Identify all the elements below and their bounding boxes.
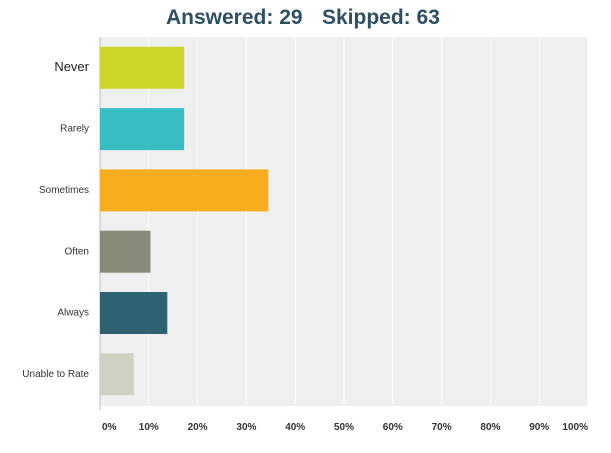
bar bbox=[100, 353, 134, 396]
bar bbox=[100, 46, 185, 89]
bar bbox=[100, 108, 185, 151]
category-label: Sometimes bbox=[39, 185, 89, 196]
bar bbox=[100, 230, 151, 273]
grid-layer bbox=[99, 37, 589, 410]
skipped-count: Skipped: 63 bbox=[322, 6, 440, 30]
x-tick-label: 100% bbox=[562, 422, 588, 433]
answered-label: Answered: bbox=[166, 6, 274, 29]
answered-value: 29 bbox=[279, 6, 303, 29]
category-label: Often bbox=[65, 246, 89, 257]
x-tick-label: 10% bbox=[139, 422, 159, 433]
bar bbox=[100, 169, 269, 212]
category-label: Always bbox=[57, 308, 89, 319]
tick-label-layer: 0% 10% 20% 30% 40% 50% 60% 70% 80% 90% 100% bbox=[102, 422, 588, 433]
x-tick-label: 0% bbox=[102, 422, 117, 433]
bar-layer bbox=[100, 46, 269, 396]
skipped-label: Skipped: bbox=[322, 6, 411, 29]
x-tick-label: 90% bbox=[529, 422, 549, 433]
category-label: Never bbox=[54, 59, 89, 74]
x-tick-label: 30% bbox=[236, 422, 256, 433]
x-tick-label: 40% bbox=[285, 422, 305, 433]
category-label: Rarely bbox=[60, 124, 89, 135]
response-summary: Answered: 29 Skipped: 63 bbox=[0, 6, 611, 36]
x-tick-label: 80% bbox=[480, 422, 500, 433]
category-label: Unable to Rate bbox=[22, 369, 89, 380]
x-tick-label: 60% bbox=[383, 422, 403, 433]
x-tick-label: 70% bbox=[432, 422, 452, 433]
bar bbox=[100, 292, 168, 334]
category-label-layer: Never Rarely Sometimes Often Always Unable to… bbox=[22, 59, 89, 380]
x-tick-label: 50% bbox=[334, 422, 354, 433]
x-tick-label: 20% bbox=[188, 422, 208, 433]
answered-count: Answered: 29 bbox=[166, 6, 303, 30]
skipped-value: 63 bbox=[416, 6, 440, 29]
